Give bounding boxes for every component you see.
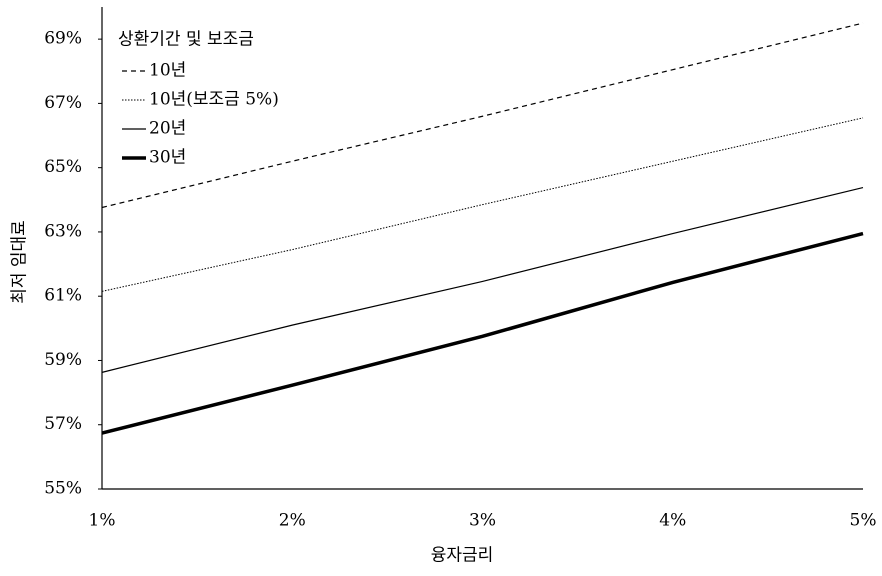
legend-label: 10년(보조금 5%) — [149, 90, 279, 110]
y-tick-label: 65% — [44, 157, 82, 177]
x-tick-label: 2% — [279, 511, 306, 531]
x-tick-label: 5% — [850, 511, 877, 531]
legend-label: 10년 — [149, 61, 186, 81]
legend-label: 30년 — [149, 148, 186, 168]
series-line — [101, 22, 864, 209]
y-tick-label: 67% — [44, 93, 82, 113]
y-axis-label: 최저 임대료 — [10, 220, 30, 304]
y-tick-label: 59% — [44, 350, 82, 370]
y-tick-label: 63% — [44, 221, 82, 241]
x-tick-label: 3% — [469, 511, 496, 531]
y-tick-label: 69% — [44, 29, 82, 49]
series-line — [101, 231, 864, 435]
y-tick-label: 57% — [44, 414, 82, 434]
series-line — [101, 117, 864, 292]
x-axis-label: 융자금리 — [431, 546, 494, 566]
legend-title: 상환기간 및 보조금 — [118, 30, 254, 50]
legend-label: 20년 — [149, 119, 186, 139]
y-tick-label: 61% — [44, 286, 82, 306]
y-tick-label: 55% — [44, 479, 82, 499]
series-line — [101, 187, 864, 373]
x-tick-label: 1% — [89, 511, 116, 531]
x-tick-label: 4% — [659, 511, 686, 531]
